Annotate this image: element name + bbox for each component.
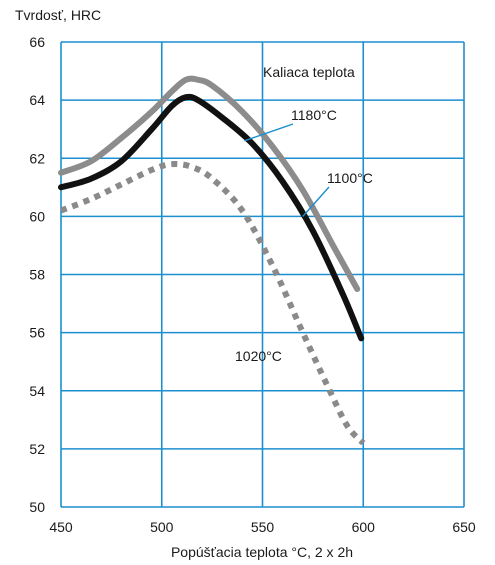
tick-labels: 450 500 550 600 650 50 52 54 56 58 60 62 64 66	[29, 34, 475, 535]
y-tick-label: 66	[29, 34, 45, 50]
annotations: Kaliaca teplota 1180°C 1100°C 1020°C	[235, 64, 373, 364]
series-line-1100	[58, 93, 365, 342]
legend-title: Kaliaca teplota	[263, 64, 355, 80]
x-tick-label: 450	[49, 519, 73, 535]
y-axis-title: Tvrdosť, HRC	[15, 7, 101, 23]
y-tick-label: 50	[29, 499, 45, 515]
series-lines	[58, 75, 366, 446]
y-tick-label: 58	[29, 267, 45, 283]
y-tick-label: 56	[29, 325, 45, 341]
x-tick-label: 600	[352, 519, 376, 535]
label-1180: 1180°C	[291, 107, 337, 123]
label-1020: 1020°C	[235, 348, 282, 364]
series-line-1020	[59, 160, 366, 446]
x-tick-label: 650	[452, 519, 476, 535]
x-tick-label: 550	[251, 519, 275, 535]
leader-line-1100	[302, 186, 330, 217]
y-tick-label: 54	[29, 383, 45, 399]
y-tick-label: 64	[29, 92, 45, 108]
x-tick-label: 500	[150, 519, 174, 535]
y-tick-label: 62	[29, 150, 45, 166]
y-tick-label: 60	[29, 208, 45, 224]
x-axis-title: Popúšťacia teplota °C, 2 x 2h	[171, 544, 353, 560]
y-tick-label: 52	[29, 441, 45, 457]
leader-line-1180	[244, 123, 294, 142]
grid	[60, 41, 465, 508]
label-1100: 1100°C	[327, 170, 373, 186]
series-line-1180	[58, 75, 361, 292]
